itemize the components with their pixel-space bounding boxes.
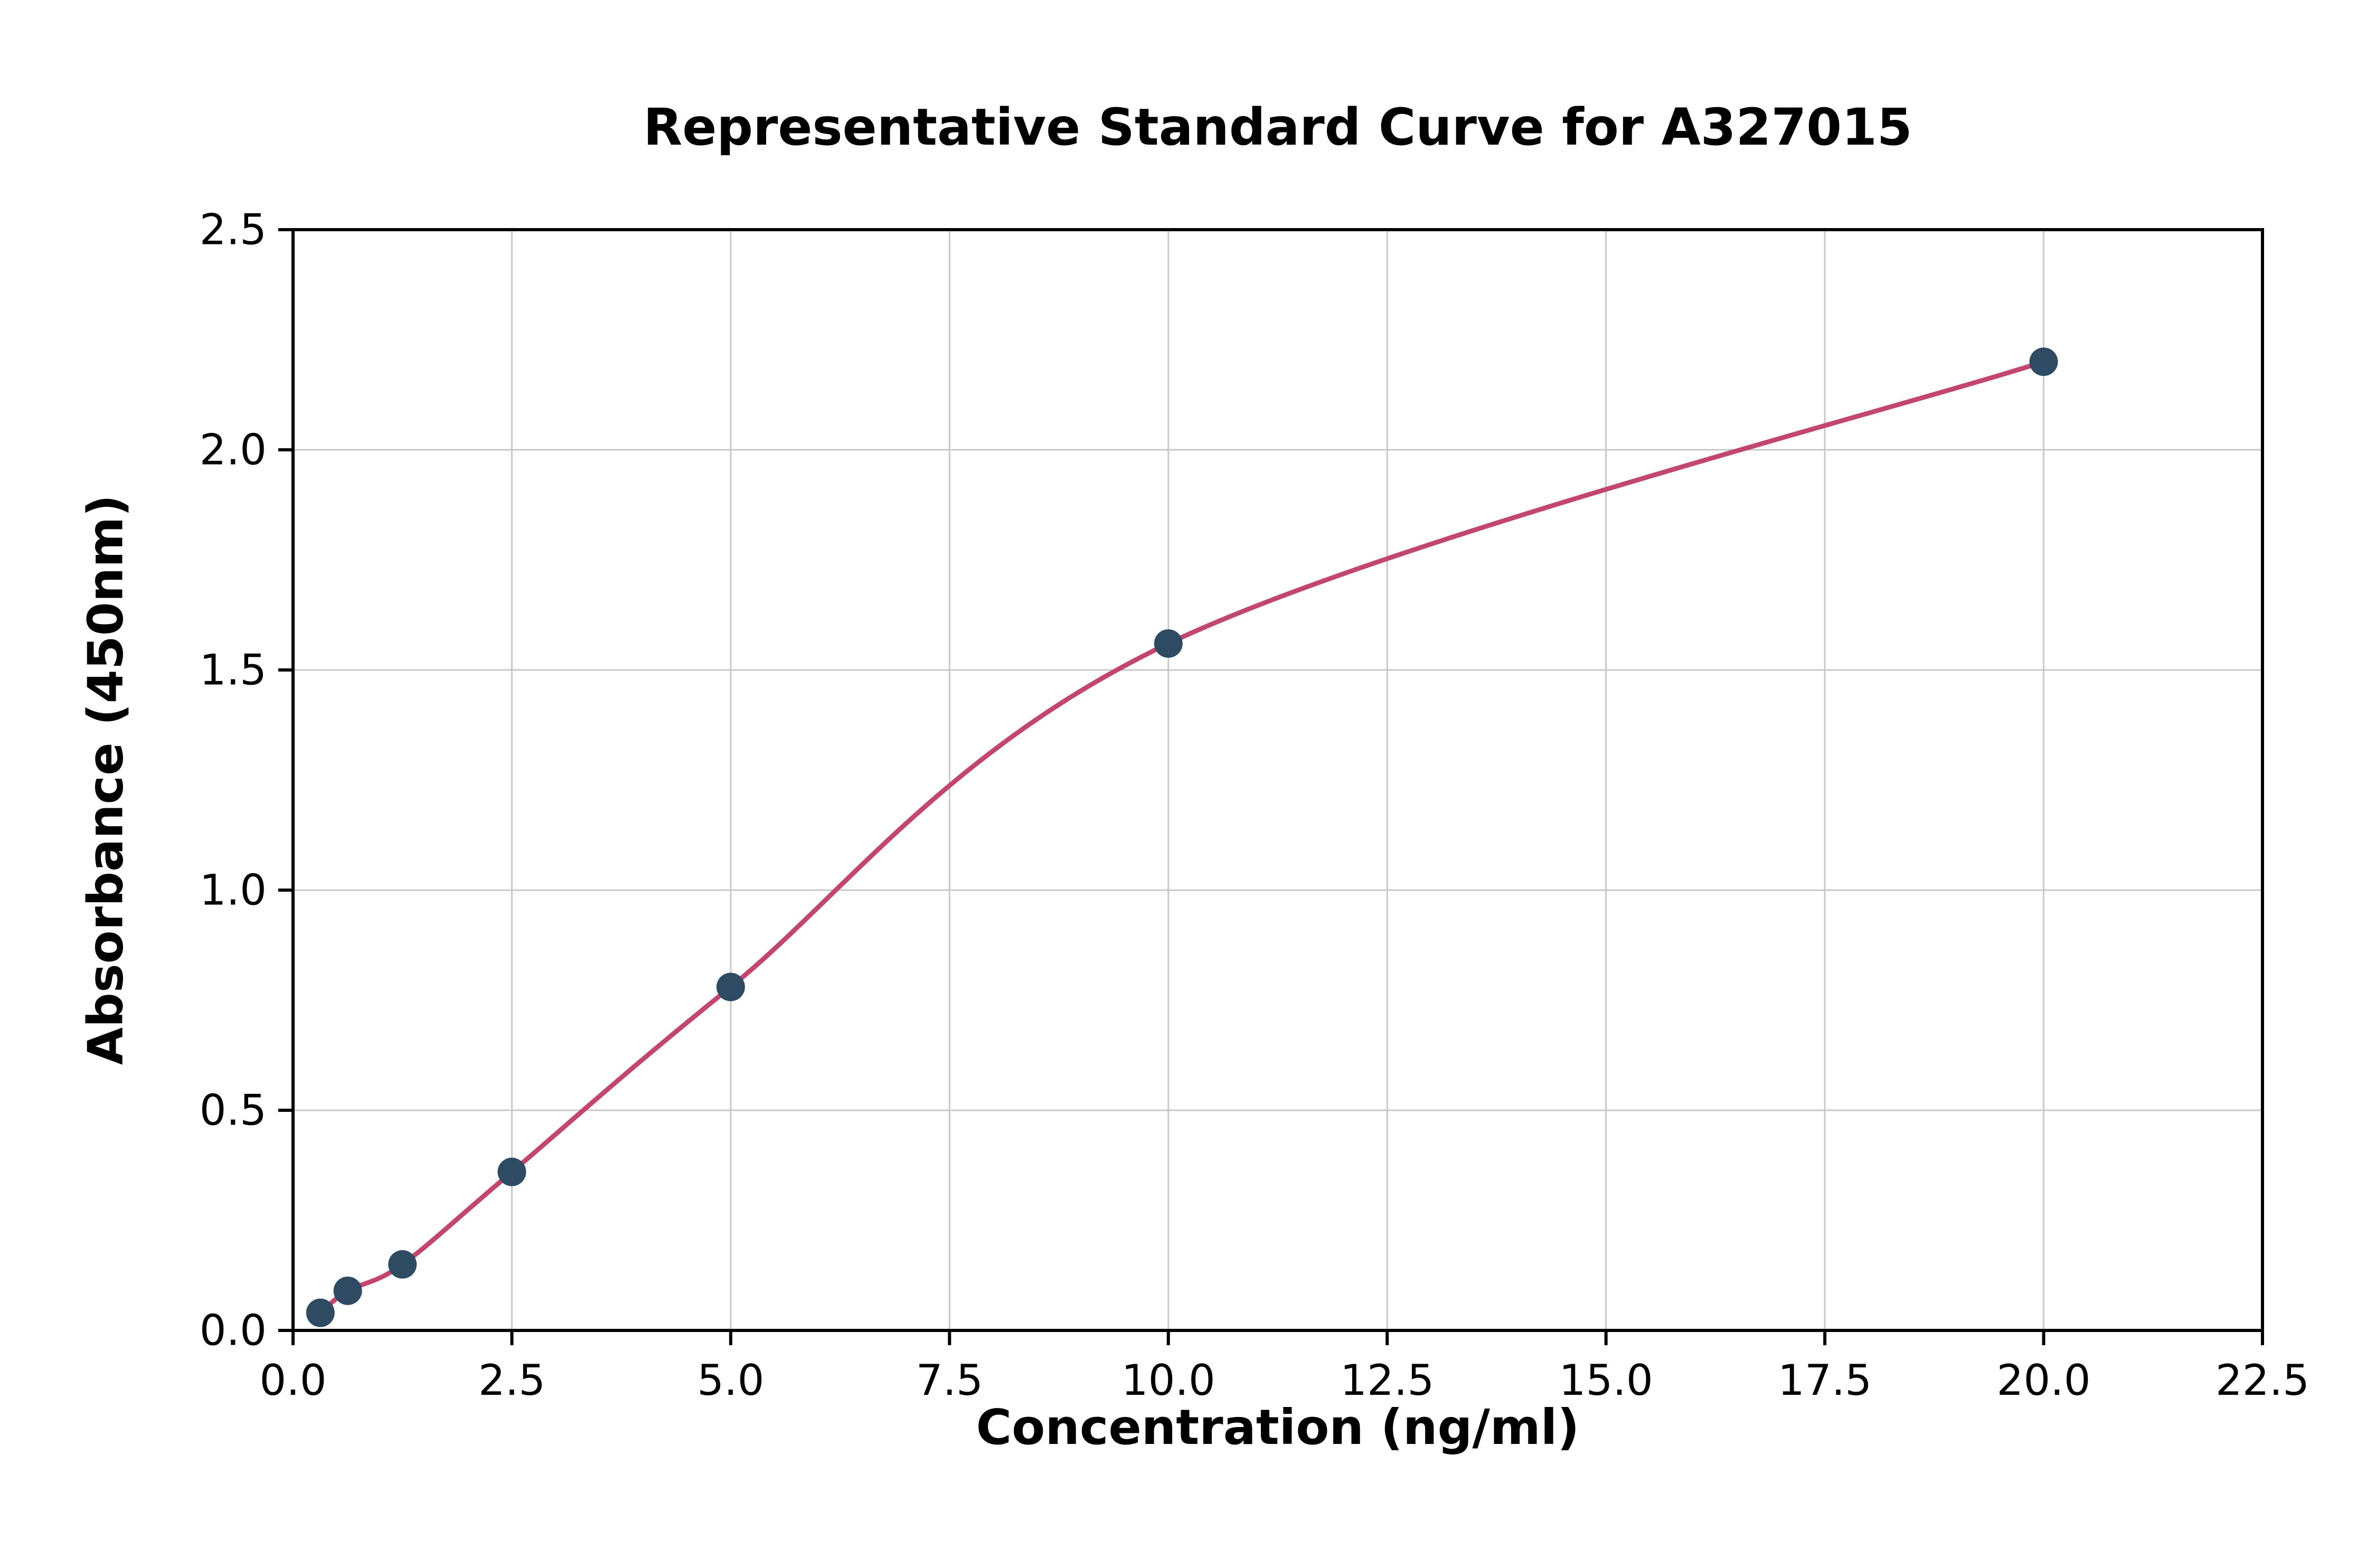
data-point bbox=[2029, 347, 2058, 376]
x-axis-label: Concentration (ng/ml) bbox=[976, 1399, 1580, 1456]
y-tick-label: 1.5 bbox=[200, 646, 267, 695]
plot-border bbox=[291, 228, 2264, 1332]
x-tick-label: 10.0 bbox=[1121, 1356, 1215, 1405]
y-tick-label: 2.5 bbox=[200, 205, 267, 254]
y-tick-label: 0.5 bbox=[200, 1086, 267, 1135]
y-tick-label: 2.0 bbox=[200, 426, 267, 475]
y-tick-label: 1.0 bbox=[200, 866, 267, 915]
x-tick-label: 2.5 bbox=[478, 1356, 545, 1405]
data-point bbox=[306, 1298, 335, 1327]
x-tick-label: 7.5 bbox=[916, 1356, 983, 1405]
data-point bbox=[497, 1157, 526, 1186]
y-tick-label: 0.0 bbox=[200, 1306, 267, 1355]
x-tick-label: 12.5 bbox=[1340, 1356, 1434, 1405]
data-point bbox=[716, 972, 745, 1002]
data-point bbox=[388, 1250, 417, 1279]
data-point bbox=[1154, 629, 1183, 658]
x-tick-label: 5.0 bbox=[697, 1356, 764, 1405]
data-point bbox=[333, 1276, 362, 1305]
x-tick-label: 0.0 bbox=[259, 1356, 326, 1405]
fit-curve bbox=[318, 359, 2047, 1316]
x-tick-label: 20.0 bbox=[1996, 1356, 2090, 1405]
x-tick-label: 22.5 bbox=[2215, 1356, 2309, 1405]
x-tick-label: 15.0 bbox=[1559, 1356, 1653, 1405]
x-tick-label: 17.5 bbox=[1778, 1356, 1872, 1405]
chart-title: Representative Standard Curve for A32701… bbox=[643, 98, 1912, 157]
